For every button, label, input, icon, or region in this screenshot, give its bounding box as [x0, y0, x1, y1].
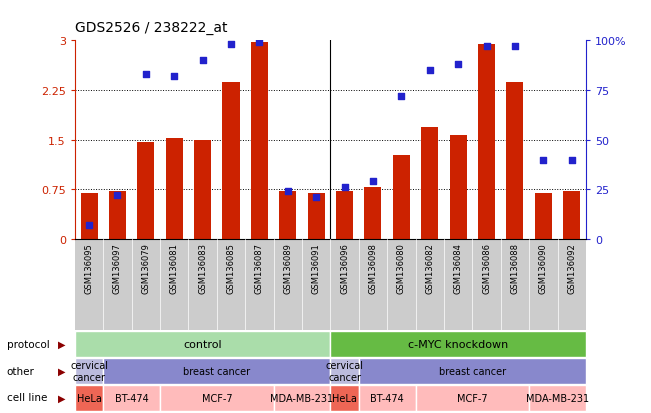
- Bar: [534, 193, 552, 240]
- Bar: [251, 43, 268, 240]
- Text: HeLa: HeLa: [77, 393, 102, 403]
- Point: [424, 68, 435, 74]
- Bar: [308, 193, 325, 240]
- Point: [453, 62, 464, 69]
- Bar: [563, 191, 580, 240]
- Point: [84, 222, 94, 229]
- Bar: [421, 127, 438, 240]
- Point: [538, 157, 549, 164]
- Bar: [279, 191, 296, 240]
- Bar: [81, 193, 98, 240]
- Text: cervical
cancer: cervical cancer: [70, 360, 108, 382]
- Bar: [166, 139, 183, 240]
- Text: cervical
cancer: cervical cancer: [326, 360, 363, 382]
- Bar: [336, 192, 353, 240]
- Point: [254, 40, 264, 47]
- Point: [481, 44, 492, 50]
- Text: BT-474: BT-474: [115, 393, 148, 403]
- Point: [566, 157, 577, 164]
- Text: MDA-MB-231: MDA-MB-231: [270, 393, 333, 403]
- Text: breast cancer: breast cancer: [439, 366, 506, 376]
- Point: [141, 72, 151, 78]
- Text: MCF-7: MCF-7: [202, 393, 232, 403]
- Text: MDA-MB-231: MDA-MB-231: [526, 393, 589, 403]
- Point: [226, 42, 236, 49]
- Text: cell line: cell line: [7, 392, 47, 403]
- Text: breast cancer: breast cancer: [184, 366, 251, 376]
- Bar: [478, 45, 495, 240]
- Point: [169, 74, 180, 80]
- Bar: [506, 83, 523, 240]
- Bar: [137, 142, 154, 240]
- Text: HeLa: HeLa: [332, 393, 357, 403]
- Text: ▶: ▶: [57, 339, 65, 349]
- Bar: [393, 156, 410, 240]
- Text: c-MYC knockdown: c-MYC knockdown: [408, 339, 508, 349]
- Text: ▶: ▶: [57, 392, 65, 403]
- Bar: [223, 83, 240, 240]
- Text: control: control: [184, 339, 222, 349]
- Bar: [194, 140, 211, 240]
- Text: MCF-7: MCF-7: [457, 393, 488, 403]
- Text: ▶: ▶: [57, 366, 65, 376]
- Text: BT-474: BT-474: [370, 393, 404, 403]
- Point: [311, 195, 322, 201]
- Point: [396, 93, 407, 100]
- Point: [368, 179, 378, 185]
- Point: [339, 185, 350, 191]
- Bar: [365, 188, 381, 240]
- Text: other: other: [7, 366, 35, 376]
- Text: protocol: protocol: [7, 339, 49, 349]
- Point: [283, 189, 293, 195]
- Bar: [109, 191, 126, 240]
- Point: [510, 44, 520, 50]
- Point: [197, 58, 208, 64]
- Text: GDS2526 / 238222_at: GDS2526 / 238222_at: [75, 21, 227, 35]
- Bar: [450, 136, 467, 240]
- Point: [112, 192, 122, 199]
